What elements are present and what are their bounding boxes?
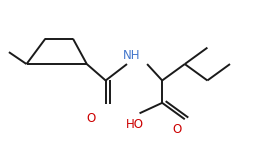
Text: O: O: [173, 123, 182, 136]
Text: O: O: [86, 112, 95, 125]
Text: HO: HO: [125, 118, 144, 131]
Text: NH: NH: [123, 49, 141, 62]
